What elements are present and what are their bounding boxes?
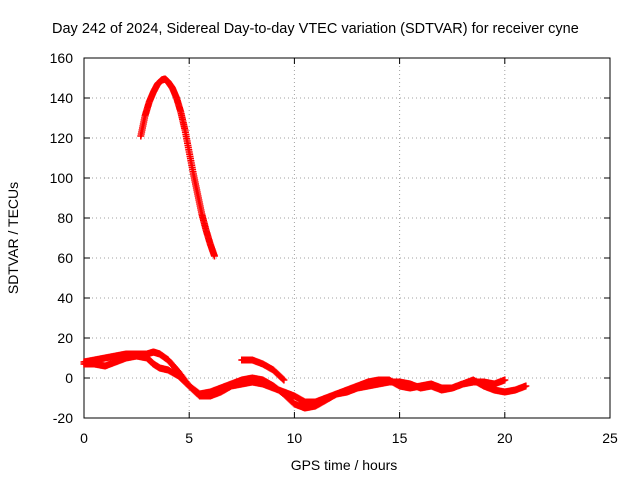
x-tick-label: 25	[602, 430, 618, 446]
x-tick-label: 10	[287, 430, 303, 446]
y-axis-label: SDTVAR / TECUs	[5, 182, 21, 294]
data-points	[80, 75, 530, 412]
x-tick-label: 15	[392, 430, 408, 446]
x-axis-label: GPS time / hours	[291, 457, 398, 473]
grid	[84, 58, 610, 418]
x-tick-label: 0	[80, 430, 88, 446]
data-point	[522, 382, 530, 390]
data-point	[280, 376, 288, 384]
y-tick-label: 80	[57, 210, 73, 226]
y-tick-label: 40	[57, 290, 73, 306]
axis-ticks: -20 0 20 40 60 80 100 120 140 160 0 5 10 15 20 25	[50, 50, 618, 446]
y-tick-label: 140	[50, 90, 74, 106]
y-tick-label: 0	[65, 370, 73, 386]
series-high-arc	[137, 75, 218, 260]
y-tick-label: 120	[50, 130, 74, 146]
x-tick-label: 20	[497, 430, 513, 446]
plot-frame	[83, 57, 611, 419]
data-point	[210, 252, 218, 260]
y-tick-label: 100	[50, 170, 74, 186]
data-point	[501, 376, 509, 384]
data-point	[279, 375, 287, 383]
x-tick-label: 5	[185, 430, 193, 446]
y-tick-label: 160	[50, 50, 74, 66]
series-track-B	[80, 352, 530, 406]
y-tick-label: 60	[57, 250, 73, 266]
y-tick-label: -20	[53, 410, 73, 426]
series-track-C	[238, 356, 288, 384]
chart-title: Day 242 of 2024, Sidereal Day-to-day VTE…	[52, 21, 579, 37]
y-tick-label: 20	[57, 330, 73, 346]
